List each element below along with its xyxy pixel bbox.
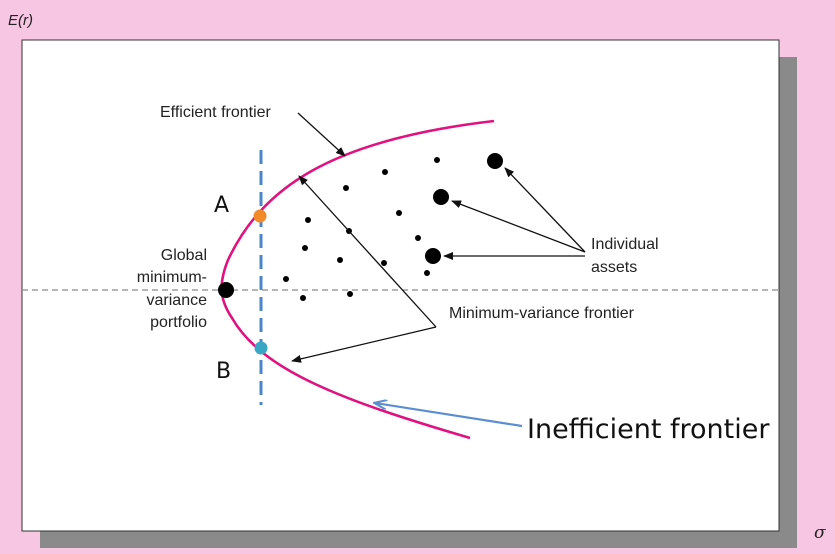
asset-dot bbox=[433, 189, 449, 205]
plot-panel bbox=[21, 39, 780, 532]
min-variance-arrow-lower bbox=[291, 326, 437, 363]
point-a-label: A bbox=[214, 193, 229, 218]
asset-arrow-middle bbox=[451, 200, 586, 253]
inefficient-frontier-label: Inefficient frontier bbox=[527, 414, 770, 445]
global-minimum-variance-point bbox=[218, 282, 234, 298]
asset-dot bbox=[300, 295, 306, 301]
asset-arrow-top bbox=[504, 167, 586, 253]
min-variance-arrow-upper bbox=[298, 175, 437, 328]
efficient-frontier-label: Efficient frontier bbox=[160, 104, 272, 121]
point-a-marker bbox=[253, 209, 267, 223]
inefficient-frontier-arrow bbox=[375, 403, 523, 428]
asset-dot bbox=[425, 248, 441, 264]
y-axis-label: E(r) bbox=[8, 12, 33, 29]
asset-dot bbox=[302, 245, 308, 251]
minimum-variance-frontier-label: Minimum-variance frontier bbox=[449, 305, 635, 322]
x-axis-label: σ bbox=[814, 523, 826, 543]
asset-dot bbox=[337, 257, 343, 263]
gmv-label-line-4: portfolio bbox=[150, 314, 207, 331]
asset-dot bbox=[396, 210, 402, 216]
individual-assets-label-line-1: Individual bbox=[591, 236, 659, 253]
individual-assets-label-line-2: assets bbox=[591, 259, 637, 276]
asset-dot bbox=[415, 235, 421, 241]
efficient-frontier-arrow bbox=[297, 112, 346, 157]
asset-dot bbox=[434, 157, 440, 163]
point-b-label: B bbox=[216, 359, 231, 384]
asset-dot bbox=[381, 260, 387, 266]
asset-dot bbox=[283, 276, 289, 282]
gmv-label-line-3: variance bbox=[147, 292, 208, 309]
asset-dot bbox=[343, 185, 349, 191]
point-b-marker bbox=[254, 341, 268, 355]
asset-dot bbox=[382, 169, 388, 175]
individual-assets bbox=[283, 153, 503, 301]
gmv-label-line-2: minimum- bbox=[137, 269, 207, 286]
asset-dot bbox=[487, 153, 503, 169]
asset-dot bbox=[424, 270, 430, 276]
asset-dot bbox=[305, 217, 311, 223]
asset-dot bbox=[347, 291, 353, 297]
gmv-label-line-1: Global bbox=[161, 247, 207, 264]
gmv-label: Global minimum- variance portfolio bbox=[137, 247, 207, 331]
